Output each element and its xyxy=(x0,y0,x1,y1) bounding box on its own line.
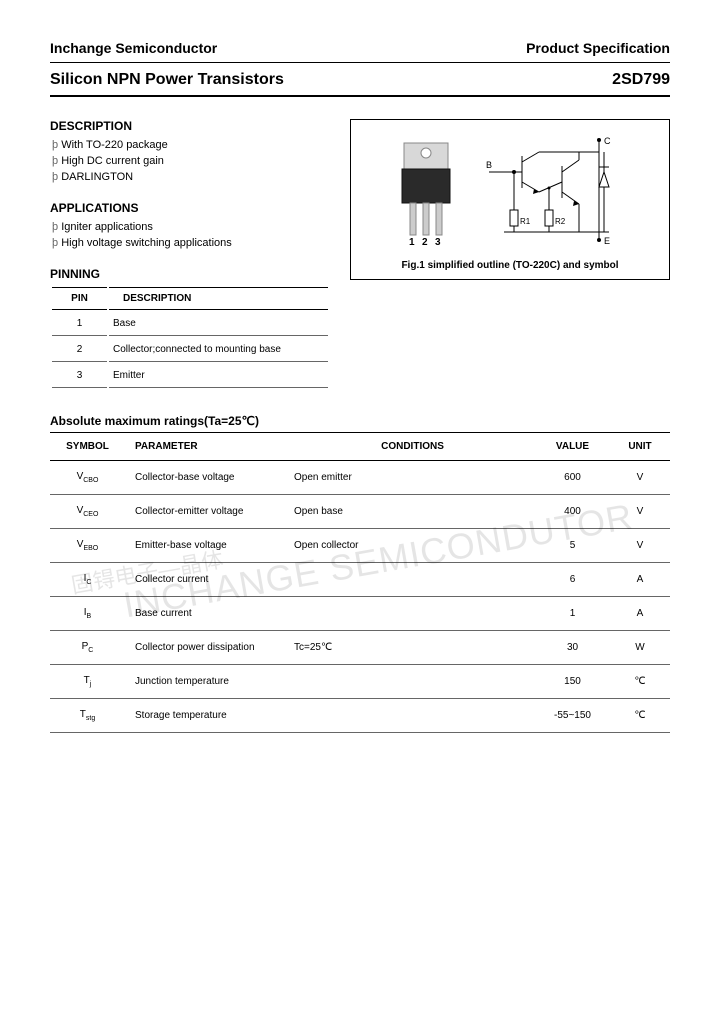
rating-unit: ℃ xyxy=(610,665,670,699)
rating-symbol: PC xyxy=(50,631,125,665)
pin-col-pin: PIN xyxy=(52,287,107,310)
table-row: TjJunction temperature 150℃ xyxy=(50,665,670,699)
label-e: E xyxy=(604,236,610,246)
rating-unit: A xyxy=(610,563,670,597)
description-item: With TO-220 package xyxy=(50,137,330,153)
description-item: High DC current gain xyxy=(50,153,330,169)
rating-cond xyxy=(290,563,535,597)
table-row: 2 Collector;connected to mounting base xyxy=(52,338,328,362)
svg-text:2: 2 xyxy=(422,237,428,247)
table-row: IBBase current 1A xyxy=(50,597,670,631)
ratings-col-symbol: SYMBOL xyxy=(50,433,125,461)
company-name: Inchange Semiconductor xyxy=(50,40,217,56)
rating-unit: V xyxy=(610,461,670,495)
ratings-heading: Absolute maximum ratings(Ta=25℃) xyxy=(50,414,670,428)
ratings-table: SYMBOL PARAMETER CONDITIONS VALUE UNIT V… xyxy=(50,432,670,733)
pinning-table: PIN DESCRIPTION 1 Base 2 Collector;conne… xyxy=(50,285,330,390)
figure-box: 1 2 3 B xyxy=(350,119,670,280)
figure-inner: 1 2 3 B xyxy=(386,132,634,252)
rating-param: Base current xyxy=(125,597,290,631)
rating-cond: Open emitter xyxy=(290,461,535,495)
label-r1: R1 xyxy=(520,217,531,226)
table-row: 1 Base xyxy=(52,312,328,336)
table-row: ICCollector current 6A xyxy=(50,563,670,597)
rating-value: 150 xyxy=(535,665,610,699)
rating-param: Collector-emitter voltage xyxy=(125,495,290,529)
label-r2: R2 xyxy=(555,217,566,226)
to220-icon: 1 2 3 xyxy=(386,137,466,247)
header-bar: Inchange Semiconductor Product Specifica… xyxy=(50,40,670,63)
rating-unit: W xyxy=(610,631,670,665)
rating-symbol: VCBO xyxy=(50,461,125,495)
rating-cond xyxy=(290,597,535,631)
table-row: VEBOEmitter-base voltageOpen collector5V xyxy=(50,529,670,563)
part-number: 2SD799 xyxy=(612,71,670,89)
rating-cond: Open base xyxy=(290,495,535,529)
rating-cond: Tc=25℃ xyxy=(290,631,535,665)
darlington-symbol-icon: B xyxy=(484,132,634,252)
rating-unit: A xyxy=(610,597,670,631)
ratings-col-value: VALUE xyxy=(535,433,610,461)
product-name: Silicon NPN Power Transistors xyxy=(50,71,284,89)
rating-param: Storage temperature xyxy=(125,699,290,733)
applications-item: Igniter applications xyxy=(50,219,330,235)
table-row: VCEOCollector-emitter voltageOpen base40… xyxy=(50,495,670,529)
rating-value: 1 xyxy=(535,597,610,631)
title-bar: Silicon NPN Power Transistors 2SD799 xyxy=(50,63,670,97)
pin-desc: Collector;connected to mounting base xyxy=(109,338,328,362)
upper-content: DESCRIPTION With TO-220 package High DC … xyxy=(50,119,670,390)
pin-desc: Emitter xyxy=(109,364,328,388)
ratings-col-conditions: CONDITIONS xyxy=(290,433,535,461)
description-item: DARLINGTON xyxy=(50,169,330,185)
rating-unit: ℃ xyxy=(610,699,670,733)
rating-param: Collector-base voltage xyxy=(125,461,290,495)
left-column: DESCRIPTION With TO-220 package High DC … xyxy=(50,119,330,390)
svg-text:3: 3 xyxy=(435,237,441,247)
rating-value: 5 xyxy=(535,529,610,563)
pinning-heading: PINNING xyxy=(50,267,330,281)
rating-value: 600 xyxy=(535,461,610,495)
label-b: B xyxy=(486,160,492,170)
applications-list: Igniter applications High voltage switch… xyxy=(50,219,330,251)
table-row: VCBOCollector-base voltageOpen emitter60… xyxy=(50,461,670,495)
pin-num: 1 xyxy=(52,312,107,336)
ratings-col-parameter: PARAMETER xyxy=(125,433,290,461)
rating-param: Junction temperature xyxy=(125,665,290,699)
table-row: 3 Emitter xyxy=(52,364,328,388)
rating-symbol: VEBO xyxy=(50,529,125,563)
table-row: PCCollector power dissipationTc=25℃30W xyxy=(50,631,670,665)
rating-cond xyxy=(290,699,535,733)
applications-heading: APPLICATIONS xyxy=(50,201,330,215)
description-heading: DESCRIPTION xyxy=(50,119,330,133)
rating-value: 400 xyxy=(535,495,610,529)
rating-param: Collector power dissipation xyxy=(125,631,290,665)
doc-type: Product Specification xyxy=(526,40,670,56)
table-row: TstgStorage temperature -55~150℃ xyxy=(50,699,670,733)
rating-symbol: Tj xyxy=(50,665,125,699)
applications-item: High voltage switching applications xyxy=(50,235,330,251)
rating-value: 30 xyxy=(535,631,610,665)
pin-num: 3 xyxy=(52,364,107,388)
pin-num: 2 xyxy=(52,338,107,362)
rating-symbol: Tstg xyxy=(50,699,125,733)
figure-caption: Fig.1 simplified outline (TO-220C) and s… xyxy=(401,260,618,271)
rating-cond: Open collector xyxy=(290,529,535,563)
rating-cond xyxy=(290,665,535,699)
label-c: C xyxy=(604,136,611,146)
ratings-col-unit: UNIT xyxy=(610,433,670,461)
rating-unit: V xyxy=(610,529,670,563)
svg-text:1: 1 xyxy=(409,237,415,247)
rating-value: -55~150 xyxy=(535,699,610,733)
pin-desc: Base xyxy=(109,312,328,336)
rating-symbol: IB xyxy=(50,597,125,631)
rating-symbol: IC xyxy=(50,563,125,597)
pin-col-desc: DESCRIPTION xyxy=(109,287,328,310)
rating-symbol: VCEO xyxy=(50,495,125,529)
rating-param: Emitter-base voltage xyxy=(125,529,290,563)
description-list: With TO-220 package High DC current gain… xyxy=(50,137,330,185)
rating-param: Collector current xyxy=(125,563,290,597)
rating-unit: V xyxy=(610,495,670,529)
rating-value: 6 xyxy=(535,563,610,597)
right-column: 1 2 3 B xyxy=(350,119,670,390)
